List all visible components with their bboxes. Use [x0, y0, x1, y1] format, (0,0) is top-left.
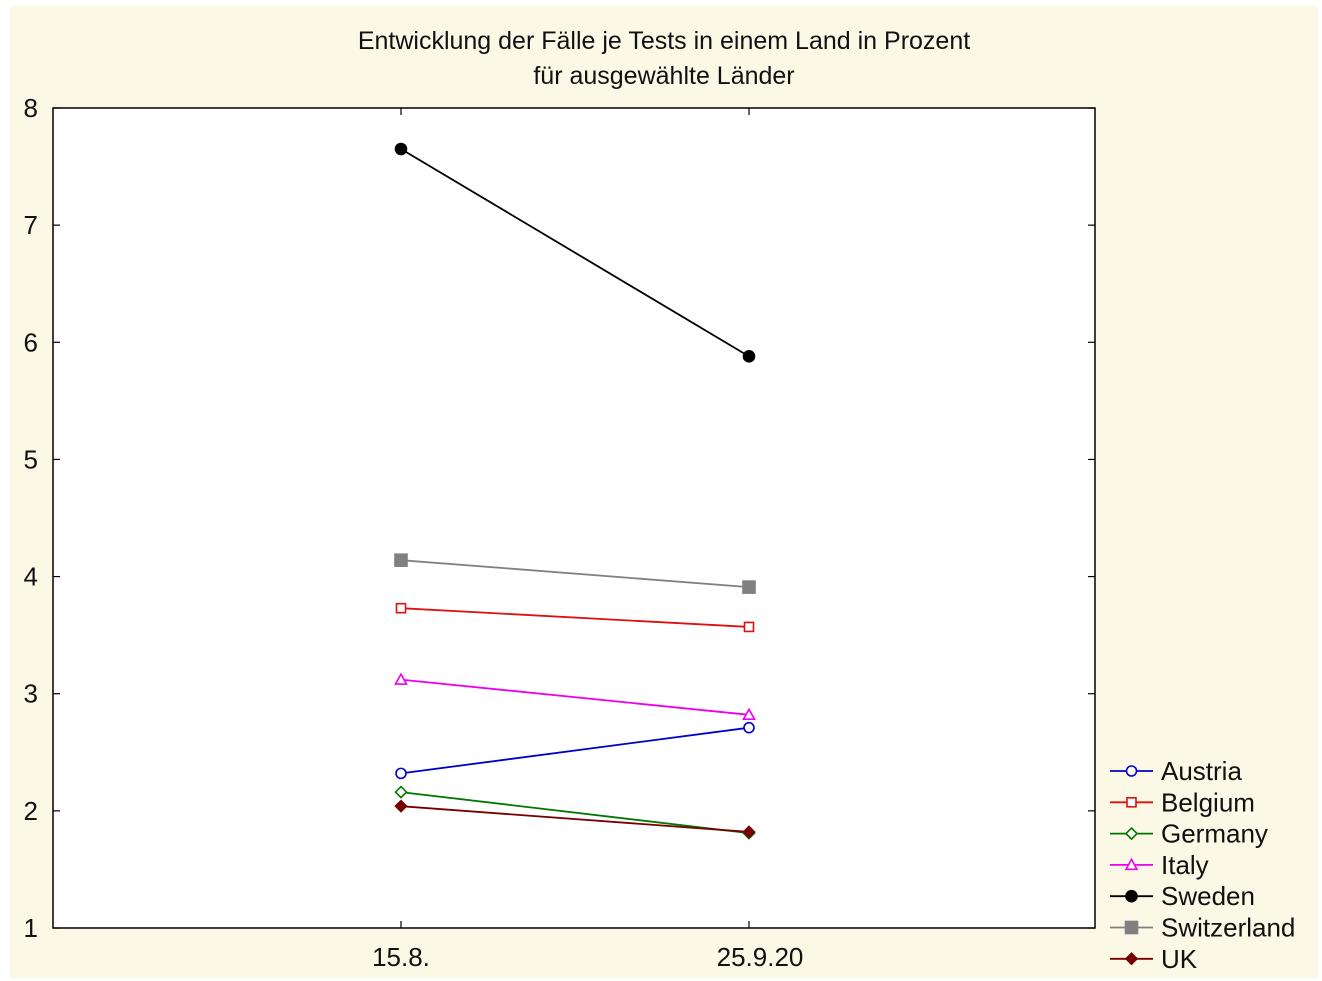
- legend-label-switzerland: Switzerland: [1161, 913, 1295, 943]
- series-line-uk: [400, 805, 750, 833]
- x-tick-label: 15.8.: [372, 942, 430, 972]
- chart-title: Entwicklung der Fälle je Tests in einem …: [358, 27, 970, 55]
- series-italy: [394, 672, 756, 721]
- data-point-italy: [742, 707, 756, 721]
- legend-label-sweden: Sweden: [1161, 881, 1255, 911]
- data-point-sweden: [742, 350, 756, 363]
- legend-item-italy: Italy: [1110, 850, 1209, 880]
- data-point-switzerland: [742, 580, 756, 594]
- legend-label-germany: Germany: [1161, 819, 1268, 849]
- series-group: [394, 142, 756, 840]
- y-tick-label: 3: [24, 679, 38, 709]
- data-point-italy: [394, 672, 408, 685]
- y-tick-label: 4: [24, 562, 38, 592]
- plot-area: [52, 107, 1096, 929]
- legend-item-uk: UK: [1110, 944, 1198, 974]
- legend-label-belgium: Belgium: [1161, 787, 1255, 817]
- legend-marker-germany: [1124, 826, 1139, 841]
- y-tick-label: 5: [24, 444, 38, 474]
- legend-marker-austria: [1125, 765, 1138, 777]
- legend: AustriaBelgiumGermanyItalySwedenSwitzerl…: [1110, 756, 1295, 974]
- series-austria: [395, 721, 755, 780]
- series-line-sweden: [400, 148, 750, 358]
- legend-marker-sweden: [1125, 889, 1138, 903]
- legend-item-germany: Germany: [1110, 819, 1268, 849]
- data-point-uk: [394, 799, 408, 813]
- y-tick-label: 1: [24, 913, 38, 943]
- legend-label-uk: UK: [1161, 944, 1198, 974]
- legend-label-austria: Austria: [1161, 756, 1242, 786]
- legend-item-austria: Austria: [1110, 756, 1242, 786]
- series-line-switzerland: [400, 559, 750, 589]
- data-point-belgium: [395, 602, 407, 614]
- data-point-belgium: [743, 621, 755, 633]
- legend-item-switzerland: Switzerland: [1110, 913, 1295, 943]
- data-point-uk: [742, 825, 756, 839]
- legend-marker-italy: [1124, 857, 1139, 871]
- series-belgium: [395, 602, 755, 633]
- y-tick-label: 8: [24, 93, 38, 123]
- legend-marker-switzerland: [1124, 920, 1139, 935]
- data-point-austria: [743, 721, 755, 734]
- y-tick-label: 7: [24, 210, 38, 240]
- legend-marker-uk: [1124, 952, 1139, 966]
- x-tick-label: 25.9.20: [717, 942, 804, 972]
- axes: 1 2 3 4 5 6 7 8 15.8. 25.9.20: [24, 93, 1095, 972]
- legend-marker-belgium: [1126, 796, 1137, 808]
- y-tick-label: 2: [24, 796, 38, 826]
- data-point-germany: [394, 785, 408, 799]
- series-line-belgium: [400, 607, 750, 628]
- series-line-germany: [400, 791, 750, 835]
- chart-subtitle: für ausgewählte Länder: [533, 62, 794, 90]
- data-point-sweden: [394, 142, 408, 156]
- data-point-switzerland: [394, 553, 408, 567]
- series-line-italy: [400, 678, 750, 716]
- series-sweden: [394, 142, 756, 363]
- data-point-austria: [395, 767, 407, 780]
- legend-item-sweden: Sweden: [1110, 881, 1255, 911]
- series-line-austria: [400, 726, 750, 775]
- series-switzerland: [394, 553, 756, 594]
- legend-label-italy: Italy: [1161, 850, 1209, 880]
- y-tick-label: 6: [24, 327, 38, 357]
- series-uk: [394, 799, 756, 839]
- legend-item-belgium: Belgium: [1110, 787, 1255, 817]
